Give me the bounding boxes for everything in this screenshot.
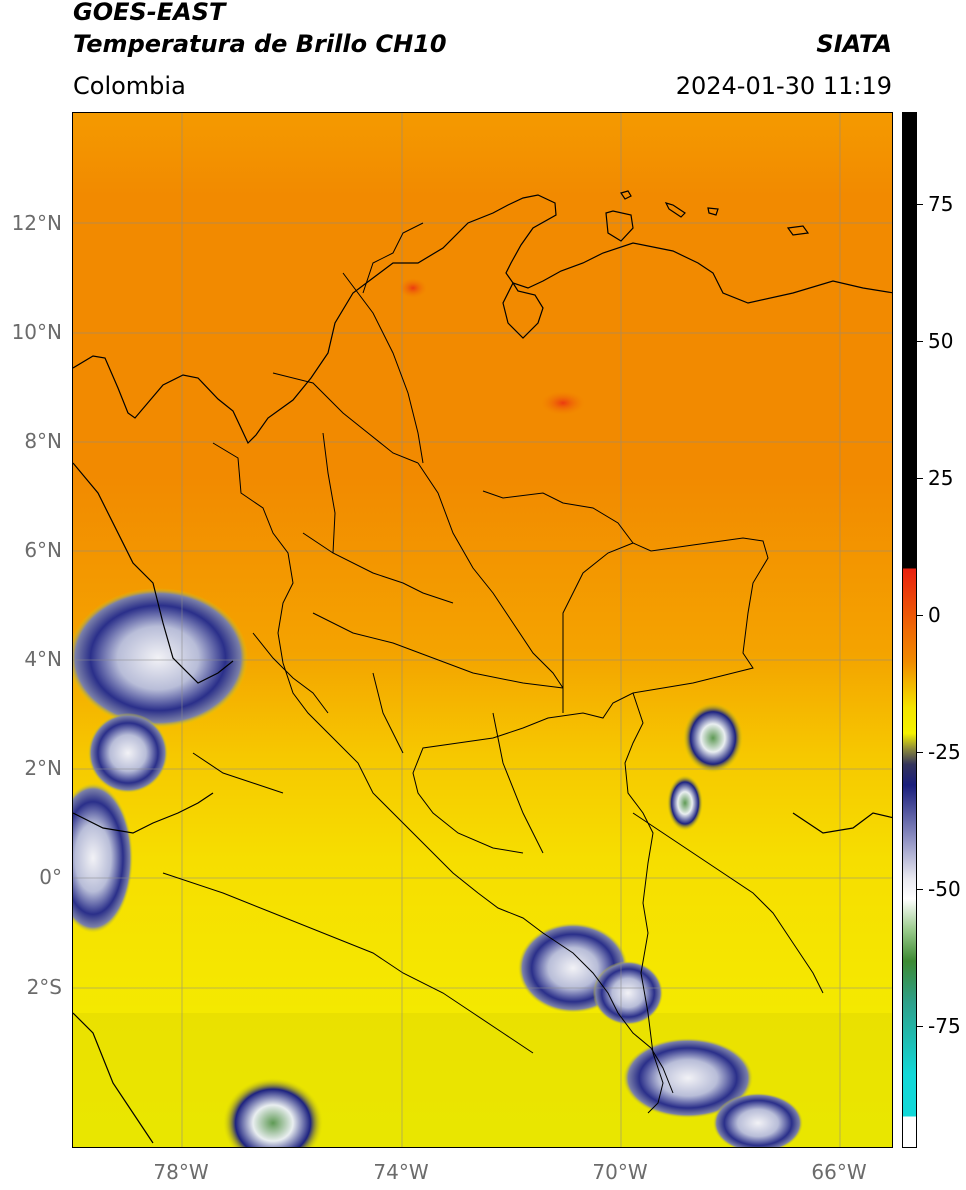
lat-label: 2°S (26, 975, 62, 999)
cloud-cell (713, 1093, 803, 1147)
map-panel (72, 112, 893, 1148)
lat-label: 10°N (11, 320, 62, 344)
lat-label: 4°N (24, 647, 62, 671)
lat-label: 0° (39, 865, 62, 889)
colorbar-label: 50 (928, 329, 954, 353)
colorbar-label: -25 (928, 740, 961, 764)
colorbar-label: 75 (928, 192, 954, 216)
cloud-cell (73, 588, 248, 728)
coastline (73, 190, 892, 1144)
lon-label: 74°W (373, 1160, 429, 1184)
lat-label: 2°N (24, 756, 62, 780)
colorbar-label: -75 (928, 1014, 961, 1038)
lon-label: 66°W (811, 1160, 867, 1184)
lon-label: 78°W (153, 1160, 209, 1184)
lat-label: 12°N (11, 211, 62, 235)
hot-spot (541, 391, 585, 415)
product-title: Temperatura de Brillo CH10 (73, 30, 447, 58)
timestamp-label: 2024-01-30 11:19 (675, 72, 892, 100)
cloud-cell (593, 961, 663, 1025)
satellite-title: GOES-EAST (73, 0, 226, 26)
cloud-cell (683, 703, 743, 773)
colorbar-label: 0 (928, 603, 941, 627)
cloud-cell (667, 775, 703, 831)
colorbar (902, 112, 917, 1148)
agency-label: SIATA (816, 30, 892, 58)
cloud-cell (88, 713, 168, 793)
colorbar-label: -50 (928, 877, 961, 901)
graticule (73, 113, 892, 1147)
lon-label: 70°W (592, 1160, 648, 1184)
colorbar-label: 25 (928, 466, 954, 490)
lat-label: 8°N (24, 429, 62, 453)
cloud-cell (623, 1038, 753, 1118)
lat-label: 6°N (24, 538, 62, 562)
admin-borders (162, 222, 824, 1114)
map-canvas (73, 113, 892, 1147)
cloud-cell (223, 1078, 323, 1147)
hot-spot (399, 278, 427, 298)
region-label: Colombia (73, 72, 186, 100)
